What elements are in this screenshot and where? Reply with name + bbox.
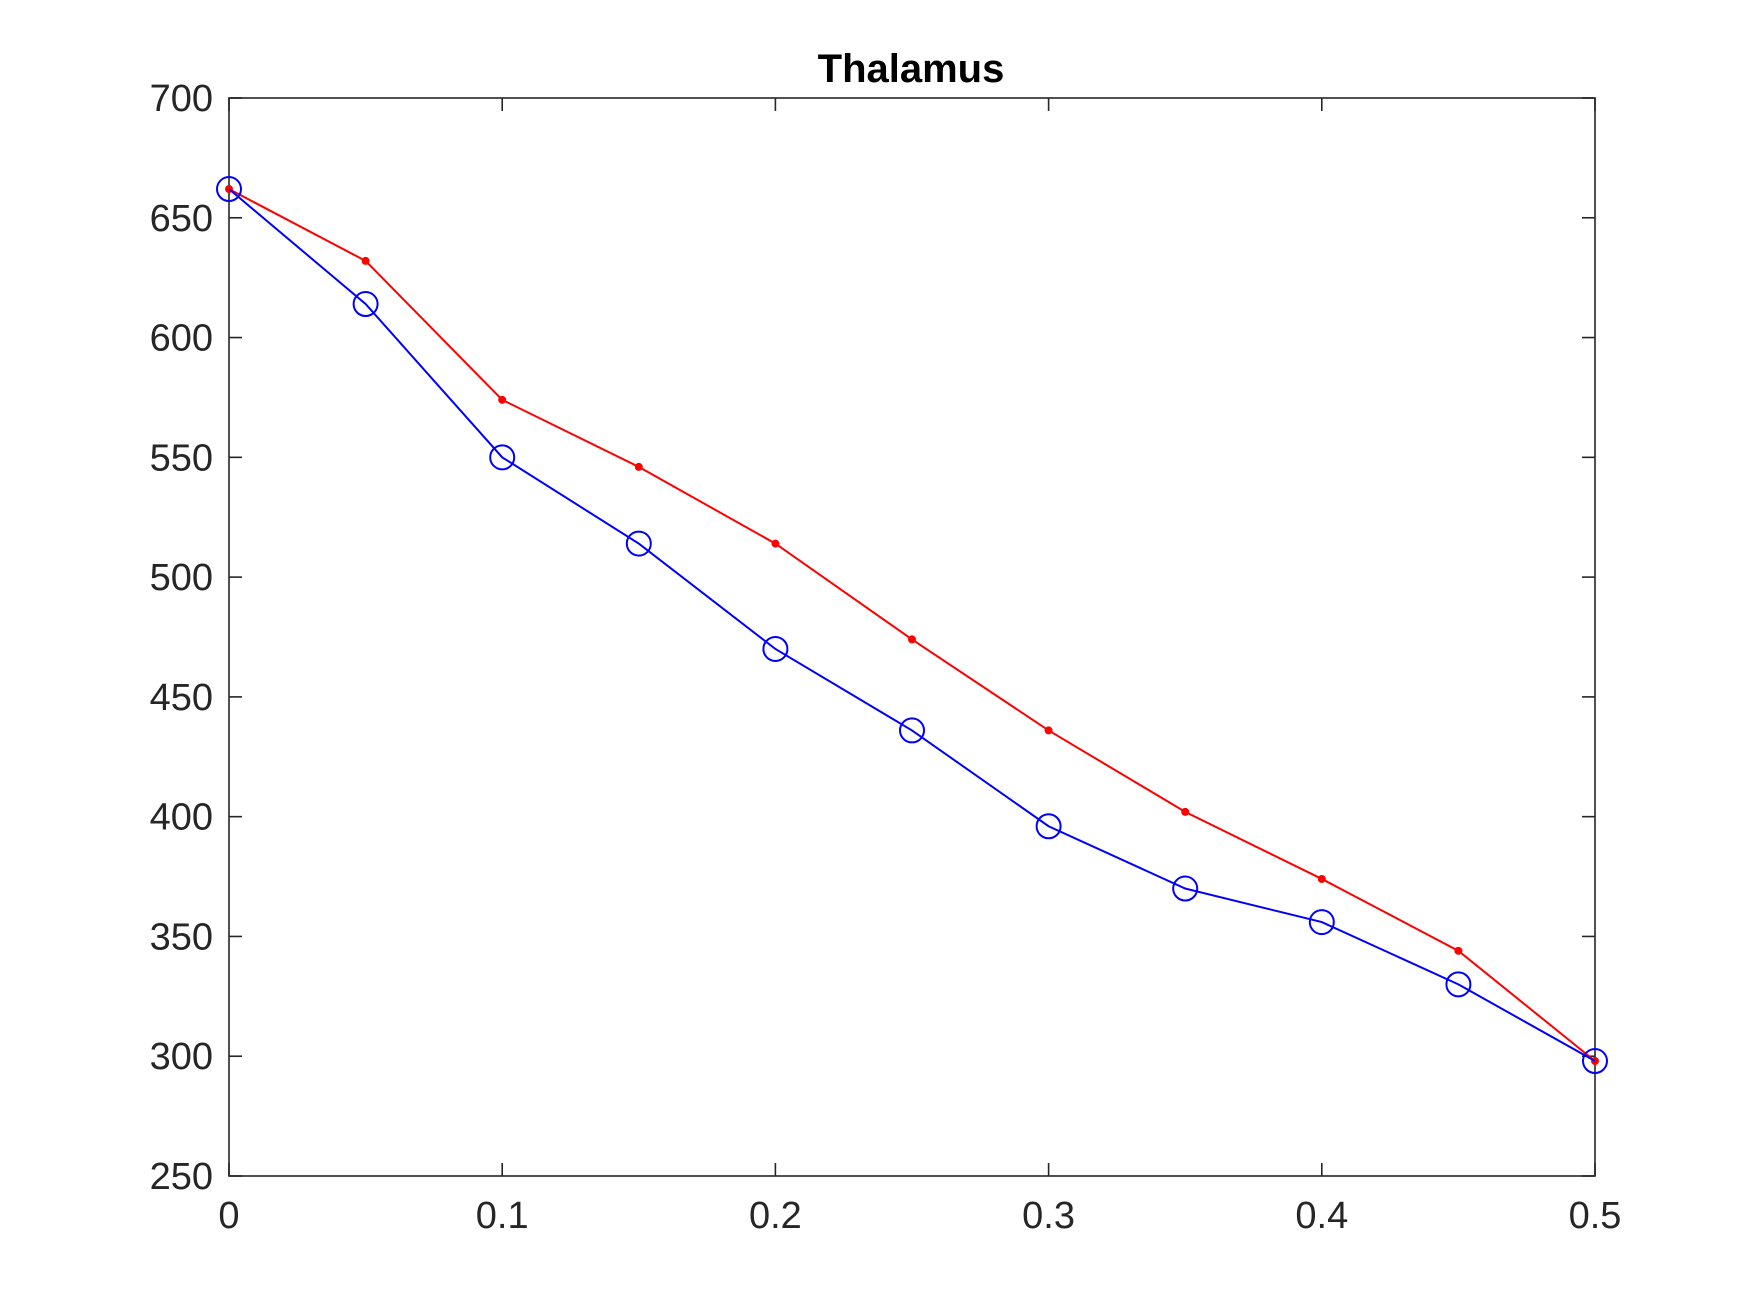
x-tick-label: 0.2 <box>749 1195 802 1237</box>
series-1-point <box>1044 726 1053 735</box>
y-tick-label: 600 <box>150 318 213 360</box>
series-2-point <box>1308 909 1335 936</box>
series-1-point <box>1317 874 1326 883</box>
series-2-point <box>625 530 652 557</box>
x-tick-label: 0.3 <box>1022 1195 1075 1237</box>
series-2-point <box>1172 875 1199 902</box>
series-2-point <box>1035 813 1062 840</box>
series-2-point <box>899 717 925 744</box>
plot-area: 0 0.1 0.2 0.3 0.4 0.5 250 300 350 400 450 500 550 600… <box>150 78 1622 1237</box>
chart-title: Thalamus <box>818 47 1005 91</box>
axes-box <box>228 97 1596 1177</box>
series-1-point <box>634 462 643 471</box>
series-2-point <box>489 444 516 471</box>
x-tick-label: 0.1 <box>476 1195 529 1237</box>
series-1-point <box>908 635 916 644</box>
y-tick-label: 650 <box>150 198 213 240</box>
series-2-point <box>216 176 242 203</box>
series-1-point <box>498 395 507 404</box>
series-1-point <box>361 256 370 265</box>
y-tick-label: 250 <box>150 1156 213 1198</box>
series-2-point <box>762 635 789 662</box>
y-tick-label: 400 <box>150 797 213 839</box>
series-1-point <box>1454 946 1463 955</box>
y-tick-label: 700 <box>150 78 213 120</box>
x-tick-label: 0.5 <box>1569 1195 1622 1237</box>
x-tick-label: 0 <box>218 1195 239 1237</box>
y-tick-label: 450 <box>150 677 213 719</box>
y-tick-label: 500 <box>150 557 213 599</box>
y-tick-label: 550 <box>150 437 213 479</box>
y-tick-label: 350 <box>150 916 213 958</box>
series-1-point <box>771 539 780 548</box>
y-tick-label: 300 <box>150 1036 213 1078</box>
series-1-point <box>1181 807 1190 816</box>
series-2-line <box>228 188 1596 1062</box>
series-2-point <box>1445 971 1472 998</box>
x-tick-label: 0.4 <box>1295 1195 1348 1237</box>
series-2-point <box>1582 1048 1608 1075</box>
series-2-point <box>352 291 379 318</box>
